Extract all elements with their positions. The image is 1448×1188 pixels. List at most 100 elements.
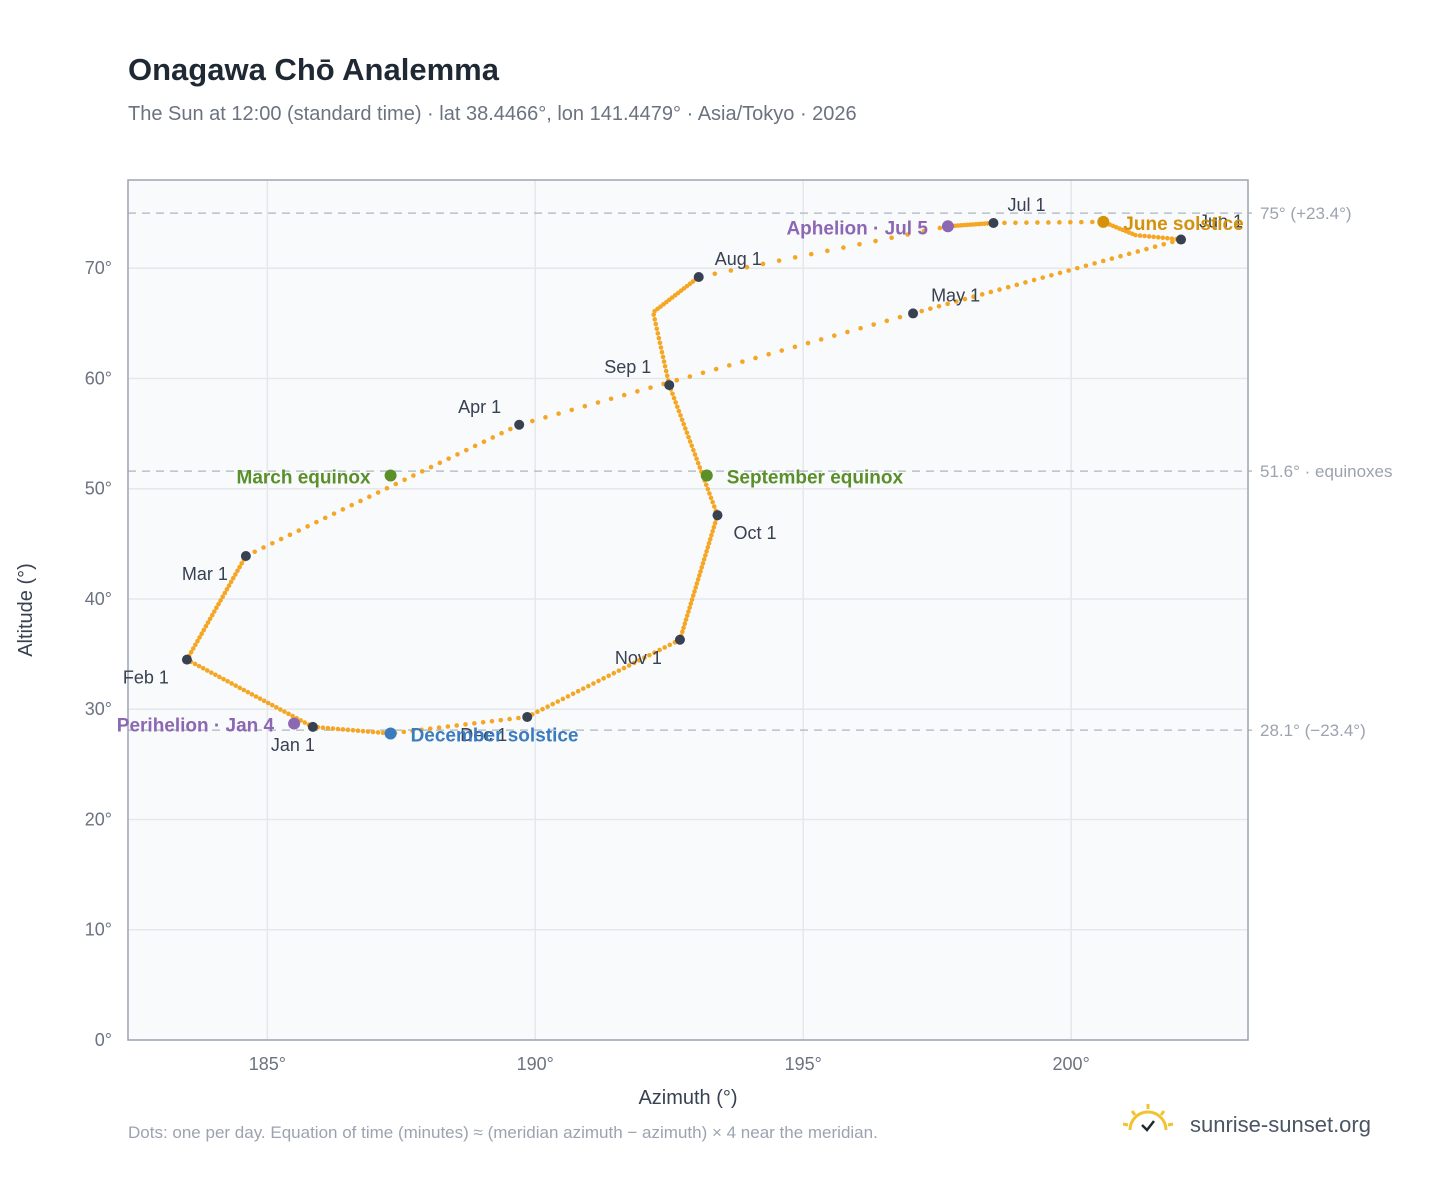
daily-dot bbox=[705, 545, 711, 550]
daily-dot bbox=[535, 709, 540, 715]
daily-dot bbox=[192, 661, 198, 667]
daily-dot bbox=[818, 337, 824, 342]
daily-dot bbox=[228, 579, 234, 585]
daily-dot bbox=[673, 400, 678, 405]
daily-dot bbox=[694, 581, 700, 586]
daily-dot bbox=[1135, 249, 1141, 254]
daily-dot bbox=[355, 728, 361, 734]
daily-dot bbox=[653, 321, 659, 327]
daily-dot bbox=[214, 605, 219, 611]
daily-dot bbox=[753, 355, 758, 361]
daily-dot bbox=[712, 520, 718, 526]
daily-dot bbox=[270, 540, 275, 546]
daily-dot bbox=[209, 670, 214, 675]
daily-dot bbox=[670, 391, 675, 397]
daily-dot bbox=[706, 541, 712, 546]
daily-dot bbox=[601, 676, 606, 681]
daily-dot bbox=[656, 335, 662, 341]
daily-dot bbox=[472, 721, 477, 726]
daily-dot bbox=[792, 255, 798, 260]
daily-dot bbox=[671, 395, 677, 401]
daily-dot bbox=[1074, 265, 1080, 271]
daily-dot bbox=[1014, 282, 1020, 288]
daily-dot bbox=[792, 344, 798, 350]
daily-dot bbox=[349, 502, 354, 508]
daily-dot bbox=[687, 605, 692, 610]
daily-dot bbox=[1090, 219, 1095, 225]
x-tick-label: 200° bbox=[1053, 1054, 1090, 1074]
month-label: Dec 1 bbox=[460, 725, 507, 745]
daily-dot bbox=[1100, 258, 1106, 264]
daily-dot bbox=[516, 715, 521, 721]
daily-dot bbox=[692, 589, 697, 594]
event-label: September equinox bbox=[727, 467, 904, 488]
month-marker bbox=[988, 218, 999, 228]
daily-dot bbox=[1118, 253, 1123, 259]
daily-dot bbox=[218, 598, 223, 603]
daily-dot bbox=[905, 232, 911, 237]
daily-dot bbox=[445, 724, 451, 729]
daily-dot bbox=[663, 368, 669, 374]
daily-dot bbox=[678, 413, 683, 418]
daily-dot bbox=[322, 515, 328, 521]
daily-dot bbox=[713, 366, 719, 372]
y-axis-ticks: 0° 10° 20° 30° 40° 50° 60° 70° bbox=[85, 258, 112, 1050]
month-label: May 1 bbox=[931, 285, 980, 305]
daily-dot bbox=[569, 407, 575, 413]
daily-dot bbox=[689, 443, 695, 449]
daily-dot bbox=[499, 430, 504, 436]
daily-dot bbox=[711, 504, 717, 509]
daily-dot bbox=[197, 635, 202, 640]
daily-dot bbox=[1161, 242, 1167, 247]
daily-dot bbox=[695, 460, 701, 466]
daily-dot bbox=[261, 545, 266, 550]
daily-dot bbox=[871, 322, 876, 327]
daily-dot bbox=[831, 333, 837, 338]
daily-dot bbox=[239, 561, 244, 566]
reference-label: 75° (+23.4°) bbox=[1260, 204, 1352, 223]
daily-dot bbox=[636, 658, 642, 663]
chart-title: Onagawa Chō Analemma bbox=[128, 52, 499, 87]
daily-dot bbox=[428, 464, 434, 470]
daily-dot bbox=[436, 725, 442, 730]
y-axis-label: Altitude (°) bbox=[15, 563, 37, 657]
daily-dot bbox=[681, 625, 686, 631]
daily-dot bbox=[213, 672, 218, 678]
daily-dot bbox=[274, 705, 279, 710]
daily-dot bbox=[330, 726, 336, 731]
daily-dot bbox=[703, 553, 708, 558]
daily-dot bbox=[498, 717, 504, 723]
event-marker bbox=[700, 469, 713, 482]
daily-dot bbox=[805, 340, 811, 346]
daily-dot bbox=[711, 524, 717, 530]
daily-dot bbox=[249, 692, 255, 697]
daily-dot bbox=[686, 434, 691, 440]
daily-dot bbox=[555, 699, 561, 704]
daily-dot bbox=[1160, 235, 1166, 241]
daily-dot bbox=[508, 426, 513, 432]
month-label: Oct 1 bbox=[733, 523, 776, 543]
daily-dot bbox=[686, 609, 691, 614]
daily-dot bbox=[233, 572, 238, 577]
daily-dot bbox=[825, 248, 830, 254]
daily-dot bbox=[705, 486, 711, 492]
x-tick-label: 190° bbox=[517, 1054, 554, 1074]
brand[interactable]: sunrise-sunset.org bbox=[1120, 1100, 1390, 1150]
daily-dot bbox=[269, 702, 275, 708]
daily-dot bbox=[188, 649, 194, 655]
daily-dot bbox=[205, 620, 211, 625]
month-marker bbox=[674, 634, 685, 645]
daily-dot bbox=[302, 720, 308, 725]
daily-dot bbox=[687, 439, 693, 444]
daily-dot bbox=[692, 452, 698, 457]
month-marker bbox=[240, 550, 251, 561]
daily-dot bbox=[710, 528, 715, 534]
daily-dot bbox=[241, 687, 247, 693]
daily-dot bbox=[367, 494, 372, 500]
daily-dot bbox=[676, 408, 682, 414]
daily-dot bbox=[224, 586, 230, 592]
daily-dot bbox=[282, 709, 287, 714]
y-tick-label: 40° bbox=[85, 589, 112, 609]
daily-dot bbox=[919, 308, 925, 314]
daily-dot bbox=[691, 447, 696, 453]
